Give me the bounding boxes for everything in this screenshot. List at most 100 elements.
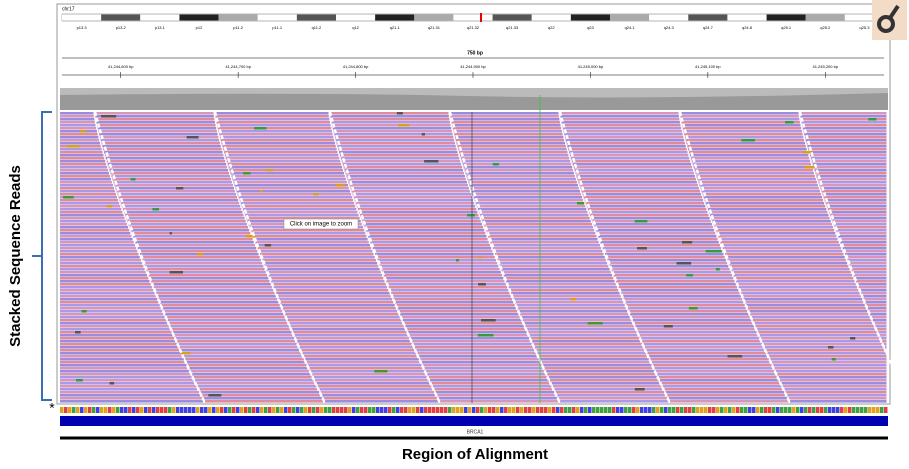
base [364, 407, 368, 413]
read [285, 313, 399, 316]
read [467, 178, 575, 181]
read [851, 268, 886, 271]
read [762, 340, 881, 343]
read [816, 175, 886, 178]
read [293, 331, 407, 334]
read [60, 265, 143, 268]
base [780, 407, 784, 413]
read [800, 112, 887, 115]
read [60, 199, 118, 202]
read [611, 268, 730, 271]
read [684, 133, 803, 136]
read [176, 337, 294, 340]
read [308, 364, 422, 367]
read [475, 199, 583, 202]
read [841, 244, 886, 247]
read [629, 310, 748, 313]
read [60, 358, 184, 361]
read [854, 274, 887, 277]
read [195, 379, 314, 382]
mismatch [635, 388, 645, 391]
read [567, 145, 686, 148]
band [336, 15, 375, 21]
read [828, 208, 887, 211]
mismatch [75, 331, 81, 334]
base [120, 407, 124, 413]
read [284, 310, 398, 313]
read [723, 247, 842, 250]
read [136, 244, 255, 247]
read [218, 130, 332, 133]
read [463, 163, 571, 166]
read [60, 391, 199, 394]
read [227, 160, 341, 163]
read [277, 295, 391, 298]
band [649, 15, 688, 21]
read [60, 136, 98, 139]
base [748, 407, 752, 413]
base [328, 407, 332, 413]
band-label: q24.1 [625, 25, 636, 30]
read [818, 181, 886, 184]
read [261, 256, 375, 259]
read [819, 184, 886, 187]
read [377, 259, 496, 262]
read [575, 169, 694, 172]
base [276, 407, 280, 413]
read [392, 295, 511, 298]
read [260, 253, 374, 256]
read [272, 283, 386, 286]
base [816, 407, 820, 413]
read [424, 367, 543, 370]
read [487, 232, 596, 235]
read [60, 130, 97, 133]
read [60, 151, 103, 154]
read [60, 310, 162, 313]
read [60, 328, 170, 331]
base [300, 407, 304, 413]
base [620, 407, 624, 413]
read [221, 139, 335, 142]
read [877, 328, 887, 331]
read [437, 394, 556, 397]
read [60, 127, 96, 130]
read [369, 238, 488, 241]
mismatch [101, 115, 116, 118]
band [101, 15, 140, 21]
base [540, 407, 544, 413]
read [411, 337, 529, 340]
read [506, 280, 615, 283]
read [60, 313, 164, 316]
read [531, 337, 640, 340]
read [276, 292, 390, 295]
read [316, 382, 430, 385]
read [598, 235, 717, 238]
base [196, 407, 200, 413]
base [732, 407, 736, 413]
read [576, 175, 695, 178]
band-label: q21.33 [506, 25, 519, 30]
base [324, 407, 328, 413]
base [80, 407, 84, 413]
base [876, 407, 880, 413]
read [330, 115, 449, 118]
read [128, 223, 247, 226]
read [685, 136, 804, 139]
read [294, 334, 408, 337]
base [572, 407, 576, 413]
base [372, 407, 376, 413]
read [252, 232, 365, 235]
base [596, 407, 600, 413]
base [108, 407, 112, 413]
mismatch [850, 337, 855, 340]
read [614, 274, 733, 277]
read [331, 121, 450, 124]
read [60, 334, 173, 337]
read [267, 271, 381, 274]
read [562, 124, 681, 127]
read [413, 343, 532, 346]
base [608, 407, 612, 413]
read [60, 178, 111, 181]
read [586, 202, 705, 205]
read [727, 259, 846, 262]
